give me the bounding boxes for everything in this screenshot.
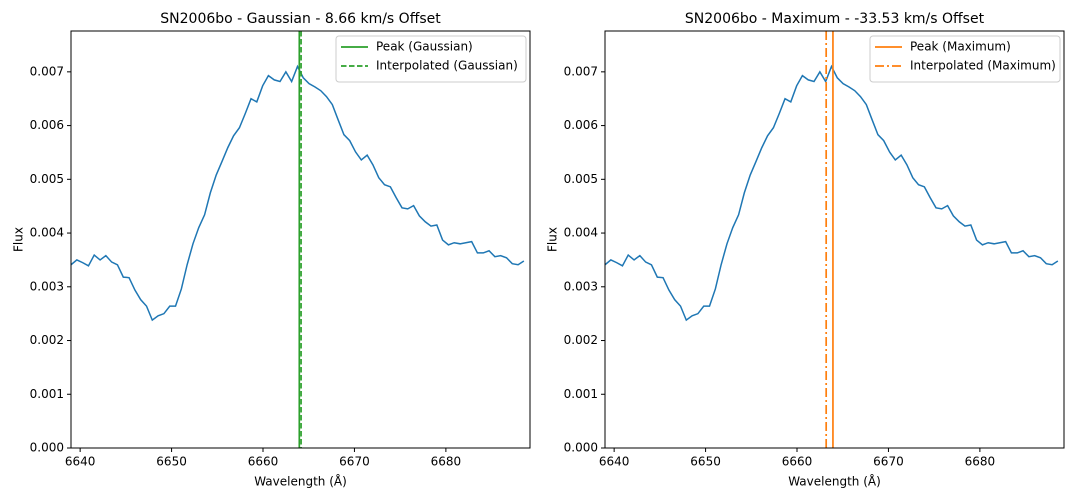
- y-tick-label: 0.005: [30, 172, 64, 186]
- y-tick-label: 0.001: [564, 387, 598, 401]
- y-axis-label: Flux: [12, 227, 26, 252]
- x-tick-label: 6660: [248, 455, 279, 469]
- legend-label: Peak (Maximum): [910, 40, 1011, 54]
- y-tick-label: 0.000: [30, 441, 64, 455]
- x-tick-label: 6680: [965, 455, 996, 469]
- subplot: SN2006bo - Maximum - -33.53 km/s Offset W…: [546, 11, 1065, 489]
- y-tick-label: 0.003: [30, 279, 64, 293]
- y-tick-label: 0.002: [564, 333, 598, 347]
- legend-box: [335, 35, 527, 83]
- legend-label: Peak (Gaussian): [376, 40, 473, 54]
- x-tick-label: 6660: [782, 455, 813, 469]
- x-tick-label: 6670: [873, 455, 904, 469]
- y-axis-label: Flux: [546, 227, 560, 252]
- x-axis-label: Wavelength (Å): [254, 474, 347, 489]
- x-tick-label: 6640: [599, 455, 630, 469]
- axes-frame: [70, 30, 531, 449]
- x-tick-label: 6640: [65, 455, 96, 469]
- legend-label: Interpolated (Maximum): [910, 59, 1056, 73]
- y-tick-label: 0.005: [564, 172, 598, 186]
- y-tick-label: 0.004: [30, 226, 64, 240]
- y-tick-label: 0.001: [30, 387, 64, 401]
- y-tick-label: 0.007: [30, 64, 64, 78]
- x-axis-label: Wavelength (Å): [788, 474, 881, 489]
- legend-box: [869, 35, 1061, 83]
- x-tick-label: 6650: [156, 455, 187, 469]
- spectrum-line: [71, 64, 525, 322]
- y-tick-label: 0.002: [30, 333, 64, 347]
- x-tick-label: 6680: [431, 455, 462, 469]
- y-tick-label: 0.007: [564, 64, 598, 78]
- y-tick-label: 0.000: [564, 441, 598, 455]
- y-tick-label: 0.004: [564, 226, 598, 240]
- legend-label: Interpolated (Gaussian): [376, 59, 518, 73]
- spectrum-line: [605, 64, 1059, 322]
- y-tick-label: 0.006: [564, 118, 598, 132]
- y-tick-label: 0.003: [564, 279, 598, 293]
- axes-frame: [604, 30, 1065, 449]
- chart-title: SN2006bo - Maximum - -33.53 km/s Offset: [685, 11, 985, 27]
- subplot: SN2006bo - Gaussian - 8.66 km/s Offset Wa…: [12, 11, 531, 489]
- y-tick-label: 0.006: [30, 118, 64, 132]
- x-tick-label: 6670: [339, 455, 370, 469]
- x-tick-label: 6650: [690, 455, 721, 469]
- chart-title: SN2006bo - Gaussian - 8.66 km/s Offset: [160, 11, 441, 27]
